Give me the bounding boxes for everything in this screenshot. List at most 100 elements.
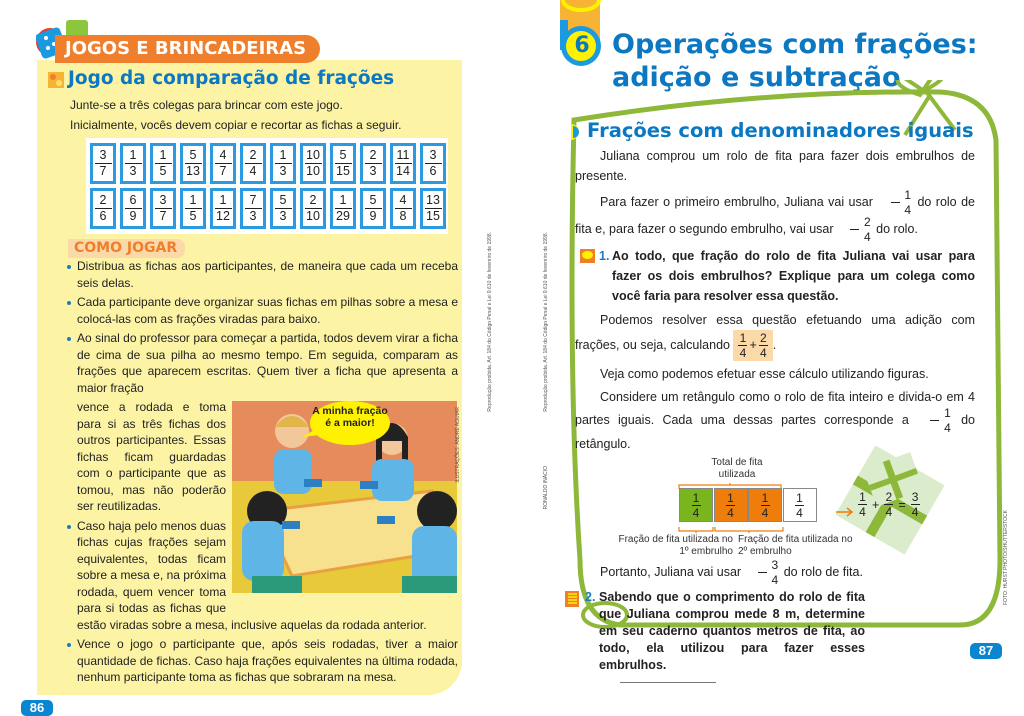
- denominator: 10: [306, 209, 320, 223]
- numerator: 4: [219, 148, 227, 162]
- illustration-credit: ILUSTRAÇÕES: ANDRÉ AGUIAR: [455, 407, 461, 483]
- numerator: 1: [189, 193, 197, 207]
- rule-item: Distribua as fichas aos participantes, d…: [66, 258, 458, 291]
- paragraph: Veja como podemos efetuar esse cálculo u…: [600, 367, 929, 381]
- page-number: 86: [21, 699, 53, 716]
- text: Para fazer o primeiro embrulho, Juliana …: [600, 194, 873, 209]
- numerator: 5: [189, 148, 197, 162]
- paragraph: Considere um retângulo como o rolo de fi…: [575, 390, 975, 451]
- denominator: 6: [429, 164, 437, 178]
- fraction-card: 1 29: [330, 188, 356, 229]
- denominator: 3: [249, 209, 257, 223]
- how-to-play-heading: COMO JOGAR: [68, 239, 186, 258]
- numerator: 1: [904, 188, 911, 202]
- rules-list: Distribua as fichas aos participantes, d…: [66, 258, 461, 686]
- numerator: 11: [396, 148, 410, 162]
- denominator: 7: [159, 209, 167, 223]
- photo-credit: FOTO: HURST PHOTO/SHUTTERSTOCK: [1003, 510, 1009, 605]
- denominator: 7: [99, 164, 107, 178]
- fraction-card: 5 15: [330, 143, 356, 184]
- question-2: Sabendo que o comprimento do rolo de fit…: [599, 590, 865, 672]
- numerator: 2: [864, 215, 871, 229]
- paragraph: Juliana comprou um rolo de fita para faz…: [575, 149, 975, 183]
- section-label: JOGOS E BRINCADEIRAS: [55, 35, 321, 63]
- paragraph: Para fazer o primeiro embrulho, Juliana …: [575, 189, 975, 243]
- denominator: 9: [369, 209, 377, 223]
- denominator: 3: [279, 209, 287, 223]
- rule-item: Cada participante deve organizar suas fi…: [66, 294, 458, 327]
- speech-bubble: A minha fração é a maior!: [312, 405, 388, 429]
- rule-item-continued: vence a rodada e toma para si as três fi…: [77, 400, 226, 513]
- fraction-card: 1 12: [210, 188, 236, 229]
- question-1: Ao todo, que fração do rolo de fita Juli…: [612, 249, 975, 303]
- paragraph: Podemos resolver essa questão efetuando …: [575, 313, 975, 361]
- numerator: 2: [249, 148, 257, 162]
- legal-notice: Reprodução proibida. Art. 184 do Código …: [487, 232, 493, 412]
- numerator: 7: [249, 193, 257, 207]
- denominator: 13: [186, 164, 200, 178]
- denominator: 3: [279, 164, 287, 178]
- numerator: 1: [219, 193, 227, 207]
- numerator: 6: [129, 193, 137, 207]
- numerator: 2: [369, 148, 377, 162]
- text: Podemos resolver essa questão efetuando …: [575, 313, 975, 352]
- denominator: 4: [864, 230, 871, 244]
- numerator: 1: [339, 193, 347, 207]
- text: do rolo.: [876, 221, 918, 236]
- numerator: 3: [159, 193, 167, 207]
- question-1-block: 1. Ao todo, que fração do rolo de fita J…: [575, 246, 975, 306]
- illustration-block: A minha fração é a maior! ILUSTRAÇÕES: A…: [232, 401, 461, 597]
- game-icon: [48, 72, 64, 88]
- total-label: Total de fita utilizada: [711, 457, 763, 480]
- denominator: 8: [399, 209, 407, 223]
- numerator: 3: [429, 148, 437, 162]
- divider: [620, 682, 716, 683]
- right-content: Juliana comprou um rolo de fita para faz…: [565, 146, 975, 683]
- denominator: 15: [336, 164, 350, 178]
- chapter-title-line: Operações com frações:: [612, 29, 978, 60]
- denominator: 7: [219, 164, 227, 178]
- chapter-title: Operações com frações: adição e subtraçã…: [612, 28, 978, 94]
- activity-title: Jogo da comparação de frações: [68, 68, 395, 89]
- numerator: 2: [99, 193, 107, 207]
- denominator: 29: [336, 209, 350, 223]
- section-title: Frações com denominadores iguais: [587, 119, 974, 142]
- fraction-card: 2 10: [300, 188, 326, 229]
- cards-row-2: 2 6 6 9 3 7 1 5 1 12 7 3 5 3 2 10 1 29 5 9 4 8 13 15: [90, 188, 446, 229]
- diagram-brackets: [678, 483, 854, 533]
- denominator: 3: [369, 164, 377, 178]
- denominator: 4: [249, 164, 257, 178]
- cards-row-1: 3 7 1 3 1 5 5 13 4 7 2 4 1 3 10 10 5 15 2 3 11 14 3 6: [90, 143, 446, 184]
- numerator: 4: [399, 193, 407, 207]
- rule-item: Vence o jogo o participante que, após se…: [66, 636, 458, 686]
- numerator: 10: [306, 148, 320, 162]
- denominator: 3: [129, 164, 137, 178]
- numerator: 13: [426, 193, 440, 207]
- second-wrap-label: Fração de fita utilizada no 2º embrulho: [738, 534, 853, 557]
- text: seja, calculando: [640, 337, 730, 352]
- denominator: 6: [99, 209, 107, 223]
- fraction-card: 5 13: [180, 143, 206, 184]
- legal-notice: Reprodução proibida. Art. 184 do Código …: [543, 232, 549, 412]
- speech-activity-icon: [580, 249, 595, 263]
- denominator: 5: [189, 209, 197, 223]
- denominator: 5: [159, 164, 167, 178]
- numerator: 5: [279, 193, 287, 207]
- chapter-title-line: adição e subtração: [612, 62, 901, 93]
